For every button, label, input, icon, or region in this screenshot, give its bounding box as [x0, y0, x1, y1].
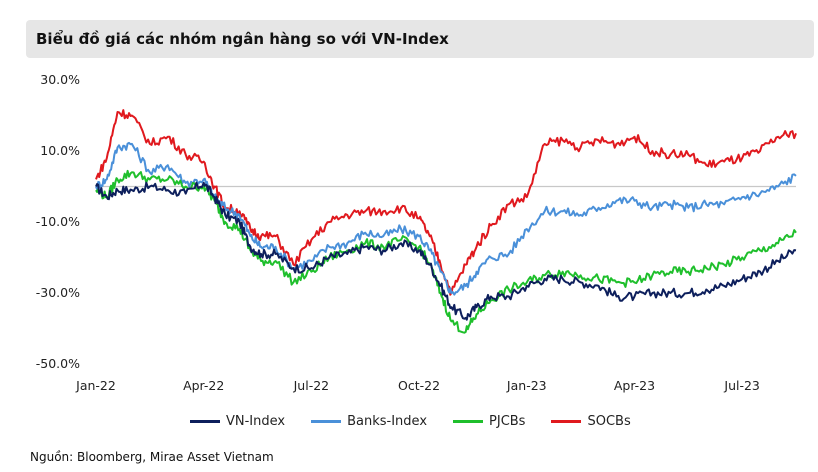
series-line-vn-index — [95, 181, 797, 321]
chart-legend: VN-Index Banks-Index PJCBs SOCBs — [190, 411, 631, 431]
x-tick-label: Apr-23 — [614, 378, 655, 393]
legend-item: VN-Index — [190, 411, 285, 431]
y-tick-label: 30.0% — [40, 72, 80, 87]
series-line-socbs — [95, 109, 797, 296]
legend-label: Banks-Index — [347, 413, 428, 429]
y-tick-label: -50.0% — [36, 356, 80, 371]
x-tick-label: Apr-22 — [183, 378, 224, 393]
x-tick-label: Jul-23 — [723, 378, 760, 393]
legend-item: SOCBs — [551, 411, 631, 431]
legend-label: PJCBs — [489, 413, 526, 429]
chart-title: Biểu đồ giá các nhóm ngân hàng so với VN… — [36, 30, 449, 48]
x-tick-label: Jan-23 — [506, 378, 547, 393]
legend-swatch — [311, 419, 342, 423]
series-group — [95, 109, 797, 334]
x-tick-label: Jan-22 — [75, 378, 116, 393]
x-axis: Jan-22 Apr-22 Jul-22 Oct-22 Jan-23 Apr-23 Jul-… — [75, 378, 760, 393]
y-tick-label: -30.0% — [36, 285, 80, 300]
legend-item: PJCBs — [453, 411, 525, 431]
y-tick-label: 10.0% — [40, 143, 80, 158]
series-line-pjcbs — [95, 169, 797, 334]
top-strip — [0, 0, 818, 6]
legend-swatch — [190, 419, 220, 423]
y-axis: 30.0% 10.0% -10.0% -30.0% -50.0% — [36, 72, 80, 371]
legend-swatch — [453, 419, 484, 423]
source-note: Nguồn: Bloomberg, Mirae Asset Vietnam — [30, 450, 274, 464]
x-tick-label: Oct-22 — [398, 378, 440, 393]
x-tick-label: Jul-22 — [293, 378, 330, 393]
y-tick-label: -10.0% — [36, 214, 80, 229]
chart-title-bar: Biểu đồ giá các nhóm ngân hàng so với VN… — [26, 20, 814, 58]
series-line-banks-index — [95, 141, 797, 296]
legend-label: VN-Index — [226, 413, 286, 429]
legend-label: SOCBs — [587, 413, 631, 429]
legend-swatch — [551, 419, 582, 423]
legend-item: Banks-Index — [311, 411, 427, 431]
